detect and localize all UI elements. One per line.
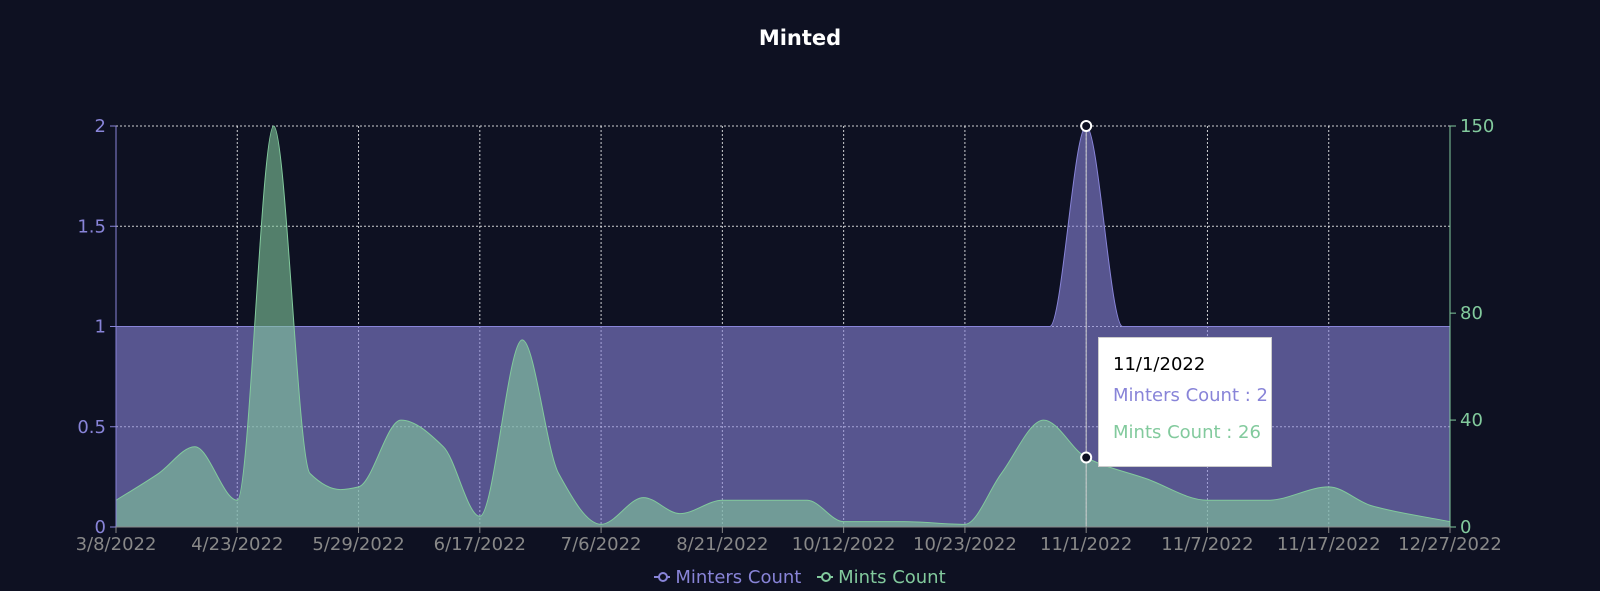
chart-legend: Minters Count Mints Count [0, 566, 1600, 588]
series-area-mints [115, 125, 1451, 528]
tooltip-minters-line: Minters Count : 2 [1113, 385, 1268, 406]
legend-item-minters[interactable]: Minters Count [654, 567, 801, 588]
chart-tooltip: 11/1/2022 Minters Count : 2 Mints Count … [1098, 337, 1272, 467]
legend-label-mints: Mints Count [838, 566, 946, 588]
legend-item-mints[interactable]: Mints Count [817, 567, 946, 588]
x-axis-tick-label: 8/21/2022 [676, 534, 768, 555]
left-axis-tick-label: 0.5 [77, 417, 106, 438]
x-axis-tick-label: 11/17/2022 [1277, 534, 1381, 555]
right-axis-tick-label: 150 [1460, 116, 1494, 137]
left-axis-tick-label: 0 [95, 517, 106, 538]
axes: 0 0.5 1 1.5 2 0 40 80 150 3/8/2022 4/23/2022 5/29/2… [76, 116, 1502, 555]
left-axis-tick-label: 1 [95, 317, 106, 338]
x-axis-tick-label: 10/12/2022 [792, 534, 896, 555]
left-axis-tick-label: 2 [95, 116, 106, 137]
mints-count-area [115, 125, 1451, 528]
x-axis-tick-label: 5/29/2022 [312, 534, 404, 555]
x-axis-tick-label: 11/1/2022 [1040, 534, 1132, 555]
x-axis-tick-label: 6/17/2022 [434, 534, 526, 555]
line-dot-icon [654, 572, 671, 582]
chart-title: Minted [758, 26, 842, 50]
x-axis-tick-label: 7/6/2022 [561, 534, 642, 555]
tooltip-date: 11/1/2022 [1113, 354, 1206, 375]
active-dot-mints [1080, 451, 1093, 464]
active-dot-minters [1080, 120, 1093, 132]
right-axis-tick-label: 80 [1460, 303, 1483, 324]
right-axis-tick-label: 0 [1460, 517, 1471, 538]
x-axis-tick-label: 11/7/2022 [1161, 534, 1253, 555]
line-dot-icon [817, 572, 834, 582]
x-axis-tick-label: 12/27/2022 [1398, 534, 1502, 555]
right-axis-tick-label: 40 [1460, 410, 1483, 431]
tooltip-mints-line: Mints Count : 26 [1113, 422, 1261, 443]
left-axis-tick-label: 1.5 [77, 216, 106, 237]
x-axis-tick-label: 4/23/2022 [191, 534, 283, 555]
x-axis-tick-label: 3/8/2022 [76, 534, 157, 555]
legend-label-minters: Minters Count [675, 566, 802, 588]
x-axis-tick-label: 10/23/2022 [913, 534, 1017, 555]
